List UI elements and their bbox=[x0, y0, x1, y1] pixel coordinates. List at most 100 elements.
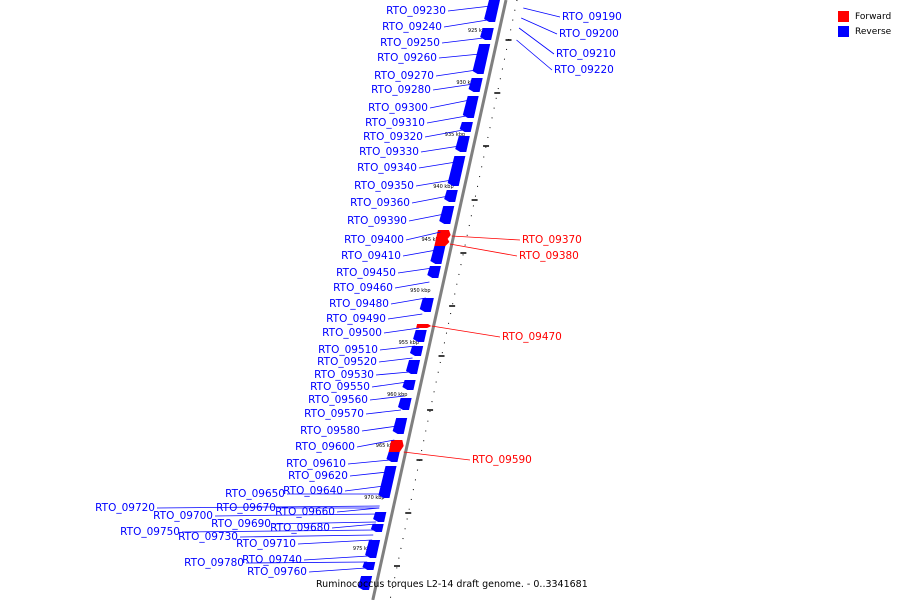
reverse-gene-block-15 bbox=[405, 360, 421, 374]
gene-leader-line bbox=[521, 17, 558, 35]
gene-leader-line bbox=[365, 409, 402, 415]
gene-label: RTO_09700 bbox=[153, 510, 213, 522]
gene-leader-line bbox=[387, 313, 423, 320]
reverse-gene-block-1 bbox=[480, 28, 494, 40]
gene-leader-line bbox=[523, 7, 561, 18]
gene-leader-line bbox=[402, 249, 437, 257]
gene-leader-line bbox=[347, 459, 390, 465]
genome-caption: Ruminococcus torques L2-14 draft genome.… bbox=[316, 579, 588, 590]
gene-leader-line bbox=[415, 179, 453, 187]
legend: Forward Reverse bbox=[838, 9, 898, 39]
gene-leader-line bbox=[214, 513, 378, 517]
gene-leader-line bbox=[429, 99, 470, 109]
gene-leader-line bbox=[383, 327, 420, 334]
gene-label: RTO_09620 bbox=[288, 470, 348, 482]
gene-label: RTO_09240 bbox=[382, 21, 442, 33]
gene-label: RTO_09250 bbox=[380, 37, 440, 49]
gene-leader-line bbox=[516, 39, 553, 71]
gene-leader-line bbox=[371, 381, 408, 388]
gene-leader-line bbox=[297, 539, 373, 545]
gene-label: RTO_09350 bbox=[354, 180, 414, 192]
gene-label: RTO_09310 bbox=[365, 117, 425, 129]
gene-label: RTO_09330 bbox=[359, 146, 419, 158]
gene-leader-line bbox=[356, 439, 395, 448]
legend-item-forward: Forward bbox=[838, 9, 898, 24]
kbp-tick-label: 975 kbp bbox=[353, 546, 373, 552]
gene-label: RTO_09710 bbox=[236, 538, 296, 550]
gene-leader-line bbox=[308, 567, 366, 573]
forward-swatch-icon bbox=[838, 11, 849, 22]
reverse-gene-block-3 bbox=[468, 78, 483, 92]
gene-label: RTO_09570 bbox=[304, 408, 364, 420]
gene-label: RTO_09590 bbox=[472, 454, 532, 466]
kbp-tick-label: 925 kbp bbox=[468, 28, 488, 34]
gene-leader-line bbox=[435, 69, 477, 77]
gene-leader-line bbox=[403, 451, 471, 461]
gene-label: RTO_09260 bbox=[377, 52, 437, 64]
gene-leader-line bbox=[449, 243, 518, 257]
gene-leader-line bbox=[397, 267, 433, 274]
gene-label: RTO_09730 bbox=[178, 531, 238, 543]
legend-reverse-label: Reverse bbox=[855, 26, 892, 37]
kbp-tick-label: 970 kbp bbox=[364, 495, 384, 501]
gene-label: RTO_09500 bbox=[322, 327, 382, 339]
reverse-gene-block-9 bbox=[439, 206, 455, 224]
kbp-tick-label: 930 kbp bbox=[456, 80, 476, 86]
reverse-gene-block-4 bbox=[462, 96, 479, 118]
reverse-gene-block-24 bbox=[362, 562, 376, 570]
gene-leader-line bbox=[349, 471, 388, 477]
gene-label: RTO_09410 bbox=[341, 250, 401, 262]
gene-label: RTO_09610 bbox=[286, 458, 346, 470]
gene-label: RTO_09280 bbox=[371, 84, 431, 96]
gene-leader-line bbox=[156, 505, 380, 509]
gene-label: RTO_09470 bbox=[502, 331, 562, 343]
gene-leader-line bbox=[181, 529, 375, 533]
gene-leader-line bbox=[518, 27, 555, 55]
reverse-gene-block-0 bbox=[484, 0, 500, 22]
gene-leader-line bbox=[379, 345, 416, 351]
gene-label: RTO_09760 bbox=[247, 566, 307, 578]
gene-label: RTO_09460 bbox=[333, 282, 393, 294]
gene-label: RTO_09720 bbox=[95, 502, 155, 514]
gene-label: RTO_09600 bbox=[295, 441, 355, 453]
gene-leader-line bbox=[431, 325, 501, 338]
gene-leader-line bbox=[245, 561, 368, 564]
gene-label: RTO_09360 bbox=[350, 197, 410, 209]
gene-label: RTO_09530 bbox=[314, 369, 374, 381]
legend-item-reverse: Reverse bbox=[838, 24, 898, 39]
gene-leader-line bbox=[303, 555, 369, 561]
reverse-gene-block-20 bbox=[378, 466, 397, 498]
gene-leader-line bbox=[361, 425, 398, 432]
gene-label: RTO_09450 bbox=[336, 267, 396, 279]
reverse-gene-block-14 bbox=[409, 346, 424, 356]
gene-label: RTO_09320 bbox=[363, 131, 423, 143]
reverse-gene-block-16 bbox=[402, 380, 416, 390]
gene-label: RTO_09650 bbox=[225, 488, 285, 500]
reverse-gene-block-2 bbox=[472, 44, 491, 74]
gene-leader-line bbox=[447, 5, 491, 12]
reverse-gene-block-18 bbox=[392, 418, 408, 434]
gene-label: RTO_09580 bbox=[300, 425, 360, 437]
reverse-gene-block-22 bbox=[370, 524, 384, 532]
forward-gene-block-2 bbox=[416, 324, 432, 328]
gene-leader-line bbox=[344, 485, 385, 492]
kbp-tick-label: 950 kbp bbox=[410, 288, 430, 294]
gene-leader-line bbox=[426, 115, 467, 124]
reverse-gene-block-19 bbox=[386, 452, 400, 462]
gene-label: RTO_09640 bbox=[283, 485, 343, 497]
reverse-swatch-icon bbox=[838, 26, 849, 37]
gene-leader-line bbox=[390, 297, 426, 305]
gene-label: RTO_09510 bbox=[318, 344, 378, 356]
gene-label: RTO_09380 bbox=[519, 250, 579, 262]
gene-label: RTO_09550 bbox=[310, 381, 370, 393]
gene-leader-line bbox=[394, 281, 430, 289]
gene-leader-line bbox=[441, 37, 484, 44]
gene-leader-line bbox=[411, 195, 449, 204]
gene-label: RTO_09490 bbox=[326, 313, 386, 325]
gene-leader-line bbox=[438, 53, 481, 59]
gene-leader-line bbox=[336, 507, 380, 513]
kbp-tick-label: 965 kbp bbox=[376, 443, 396, 449]
reverse-gene-block-21 bbox=[373, 512, 387, 522]
gene-leader-line bbox=[369, 395, 405, 401]
